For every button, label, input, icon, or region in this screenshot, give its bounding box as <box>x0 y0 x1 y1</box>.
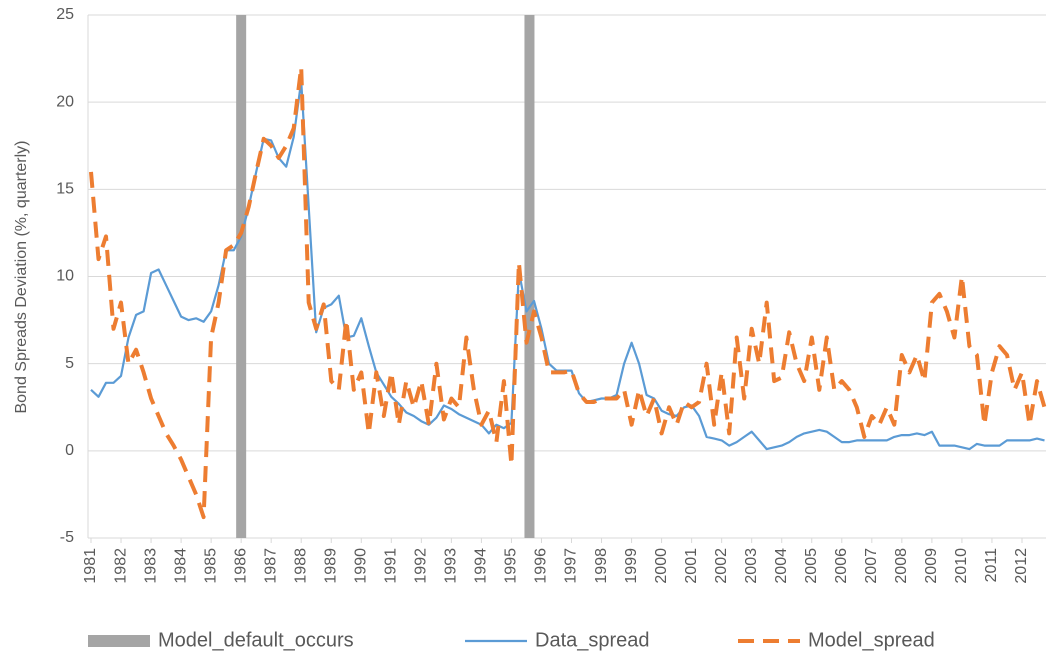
x-tick-label: 2000 <box>653 548 670 584</box>
x-tick-label: 2010 <box>953 548 970 584</box>
legend-swatch <box>88 635 150 647</box>
default-bar <box>524 15 535 538</box>
y-tick-label: 0 <box>65 442 74 459</box>
x-tick-label: 1994 <box>473 548 490 584</box>
series-line <box>89 65 1047 520</box>
x-tick-label: 1997 <box>563 548 580 584</box>
y-tick-label: 15 <box>56 181 74 198</box>
legend-label: Model_spread <box>808 629 935 651</box>
default-bar <box>236 15 247 538</box>
x-tick-label: 1990 <box>353 548 370 584</box>
y-tick-label: 20 <box>56 93 74 110</box>
x-tick-label: 1984 <box>172 548 189 584</box>
x-tick-label: 2004 <box>773 548 790 584</box>
x-tick-label: 2007 <box>863 548 880 584</box>
x-tick-label: 1993 <box>443 548 460 584</box>
legend-label: Data_spread <box>535 629 650 651</box>
x-tick-label: 1989 <box>322 548 339 584</box>
x-tick-label: 2011 <box>983 548 1000 583</box>
x-tick-label: 2006 <box>833 548 850 584</box>
x-tick-label: 2002 <box>713 548 730 584</box>
x-tick-label: 1992 <box>413 548 430 584</box>
x-tick-label: 2005 <box>803 548 820 584</box>
y-tick-label: 25 <box>56 6 74 23</box>
y-axis-label: Bond Spreads Deviation (%, quarterly) <box>13 140 30 413</box>
x-tick-label: 2008 <box>893 548 910 584</box>
x-tick-label: 1999 <box>623 548 640 584</box>
x-tick-label: 1983 <box>142 548 159 584</box>
x-tick-label: 1981 <box>82 548 99 584</box>
y-tick-label: -5 <box>60 529 74 546</box>
y-tick-label: 5 <box>65 355 74 372</box>
x-tick-label: 1986 <box>232 548 249 584</box>
x-tick-label: 1996 <box>533 548 550 584</box>
x-tick-label: 1987 <box>262 548 279 584</box>
x-tick-label: 1991 <box>383 548 400 584</box>
x-tick-label: 1988 <box>292 548 309 584</box>
x-tick-label: 1998 <box>593 548 610 584</box>
x-tick-label: 2009 <box>923 548 940 584</box>
y-tick-label: 10 <box>56 268 74 285</box>
x-tick-label: 1985 <box>202 548 219 584</box>
x-tick-label: 2012 <box>1013 548 1030 584</box>
legend-label: Model_default_occurs <box>158 629 354 651</box>
x-tick-label: 1982 <box>112 548 129 584</box>
x-tick-label: 2003 <box>743 548 760 584</box>
x-tick-label: 2001 <box>683 548 700 584</box>
series-line <box>90 80 1045 451</box>
x-tick-label: 1995 <box>503 548 520 584</box>
